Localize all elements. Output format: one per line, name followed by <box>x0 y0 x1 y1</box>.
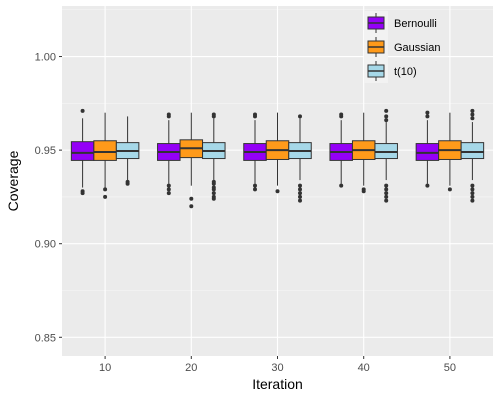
outlier-point <box>298 198 302 203</box>
outlier-point <box>166 187 171 192</box>
outlier-point <box>166 112 171 117</box>
outlier-point <box>470 194 475 199</box>
outlier-point <box>361 189 366 194</box>
box-t(10)-20 <box>202 112 226 201</box>
x-tick-label: 30 <box>271 362 283 374</box>
y-tick-label: 0.90 <box>35 239 56 251</box>
outlier-point <box>253 112 257 117</box>
outlier-point <box>425 114 430 119</box>
outlier-point <box>384 191 389 196</box>
x-tick-label: 40 <box>358 362 370 374</box>
legend: Bernoulli Gaussian t(10) <box>364 11 440 83</box>
legend-item-t(10): t(10) <box>364 59 417 83</box>
outlier-point <box>80 191 85 196</box>
outlier-point <box>447 187 452 192</box>
box-body <box>460 142 485 160</box>
outlier-point <box>470 183 475 188</box>
outlier-point <box>425 183 430 188</box>
outlier-point <box>384 118 389 123</box>
box-Bernoulli-40 <box>329 112 353 188</box>
outlier-point <box>80 108 85 113</box>
outlier-point <box>470 108 475 113</box>
outlier-point <box>384 187 389 192</box>
outlier-point <box>298 183 302 188</box>
outlier-point <box>211 181 216 186</box>
outlier-point <box>384 194 389 199</box>
outlier-point <box>384 108 389 113</box>
outlier-point <box>470 112 475 117</box>
outlier-point <box>103 187 108 192</box>
outlier-point <box>425 110 430 115</box>
box-body <box>93 140 117 161</box>
outlier-point <box>339 112 344 117</box>
y-tick-label: 0.85 <box>35 332 56 344</box>
outlier-point <box>470 198 475 203</box>
outlier-point <box>384 114 389 119</box>
outlier-point <box>298 187 302 192</box>
box-t(10)-10 <box>115 116 140 186</box>
outlier-point <box>166 191 171 196</box>
legend-item-Gaussian: Gaussian <box>364 35 440 59</box>
outlier-point <box>384 198 389 203</box>
x-tick-label: 50 <box>444 362 456 374</box>
outlier-point <box>384 183 389 188</box>
outlier-point <box>211 196 216 201</box>
outlier-point <box>166 183 171 188</box>
x-tick-label: 10 <box>99 362 111 374</box>
box-t(10)-30 <box>288 114 312 203</box>
outlier-point <box>298 194 302 199</box>
x-tick-label: 20 <box>185 362 197 374</box>
box-Gaussian-40 <box>351 112 376 194</box>
box-Gaussian-10 <box>93 112 117 199</box>
outlier-point <box>298 114 302 119</box>
outlier-point <box>470 187 475 192</box>
legend-label: Bernoulli <box>394 18 437 30</box>
box-Bernoulli-30 <box>243 112 267 192</box>
box-Gaussian-30 <box>265 112 290 194</box>
axes: 0.85 0.90 0.95 1.00 10 20 30 40 50 <box>35 52 456 374</box>
box-t(10)-40 <box>374 108 398 203</box>
legend-label: t(10) <box>394 66 417 78</box>
outlier-point <box>470 116 475 121</box>
box-body <box>70 141 95 161</box>
y-tick-label: 0.95 <box>35 145 56 157</box>
box-Bernoulli-50 <box>415 110 440 188</box>
outlier-point <box>253 183 257 188</box>
y-tick-label: 1.00 <box>35 52 56 64</box>
outlier-point <box>103 194 108 199</box>
outlier-point <box>339 183 344 188</box>
outlier-point <box>298 191 302 196</box>
legend-item-Bernoulli: Bernoulli <box>364 11 437 35</box>
outlier-point <box>189 196 194 201</box>
box-Bernoulli-10 <box>70 108 95 196</box>
outlier-point <box>275 189 280 194</box>
y-axis-title: Coverage <box>5 150 21 211</box>
box-Bernoulli-20 <box>157 112 181 196</box>
boxes <box>70 108 485 209</box>
legend-label: Gaussian <box>394 42 440 54</box>
outlier-point <box>125 181 130 186</box>
outlier-point <box>211 187 216 192</box>
box-Gaussian-20 <box>179 112 204 209</box>
x-axis-title: Iteration <box>252 376 303 392</box>
box-t(10)-50 <box>460 108 485 203</box>
outlier-point <box>189 204 194 209</box>
outlier-point <box>211 191 216 196</box>
outlier-point <box>211 112 216 117</box>
outlier-point <box>253 187 257 192</box>
outlier-point <box>470 191 475 196</box>
